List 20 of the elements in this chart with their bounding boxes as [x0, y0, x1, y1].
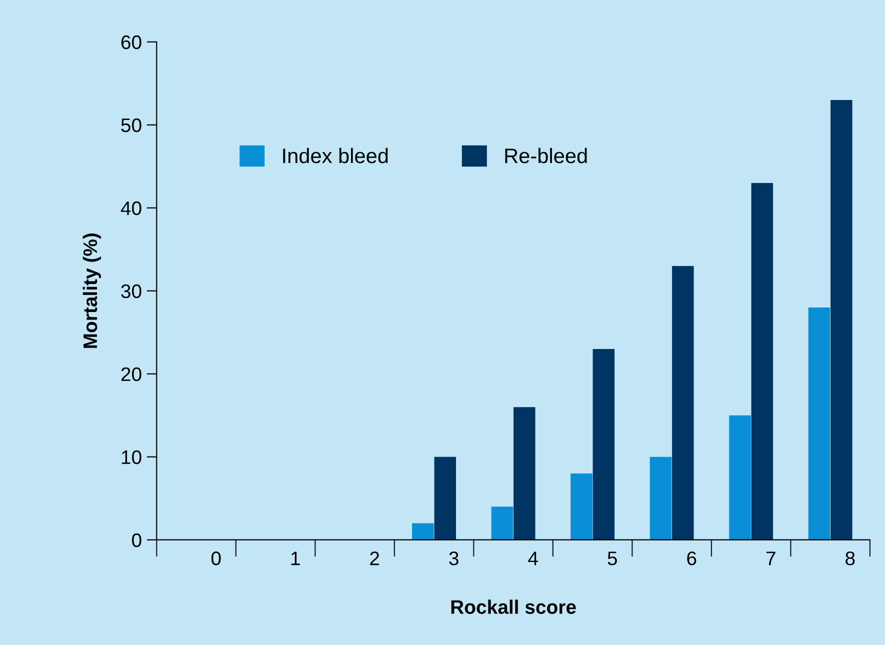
x-tick-label: 8: [846, 551, 855, 566]
y-tick-label: 20: [121, 367, 142, 382]
x-axis-title: Rockall score: [451, 600, 576, 614]
x-tick-label: 4: [528, 552, 538, 566]
x-tick-label: 7: [766, 552, 776, 566]
x-tick-label: 3: [449, 551, 458, 566]
y-tick-label: 40: [120, 201, 142, 216]
y-tick-label: 60: [121, 35, 142, 50]
y-tick-label: 10: [122, 450, 142, 464]
x-tick-label: 0: [211, 551, 221, 566]
x-tick-label: 5: [608, 552, 617, 566]
y-tick-label: 50: [121, 118, 142, 132]
y-tick-label: 30: [121, 284, 142, 298]
x-tick-label: 2: [370, 551, 380, 566]
x-tick-label: 1: [291, 552, 300, 566]
y-tick-label: 0: [132, 533, 142, 548]
y-axis-title: Mortality (%): [82, 234, 101, 348]
legend-label: Index bleed: [283, 148, 388, 164]
x-tick-label: 6: [687, 551, 696, 566]
legend-label: Re-bleed: [505, 148, 587, 164]
